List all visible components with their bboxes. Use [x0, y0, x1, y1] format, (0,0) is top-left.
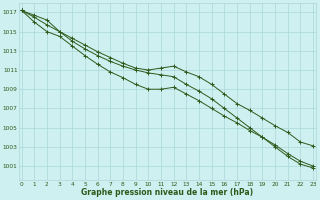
- X-axis label: Graphe pression niveau de la mer (hPa): Graphe pression niveau de la mer (hPa): [81, 188, 253, 197]
